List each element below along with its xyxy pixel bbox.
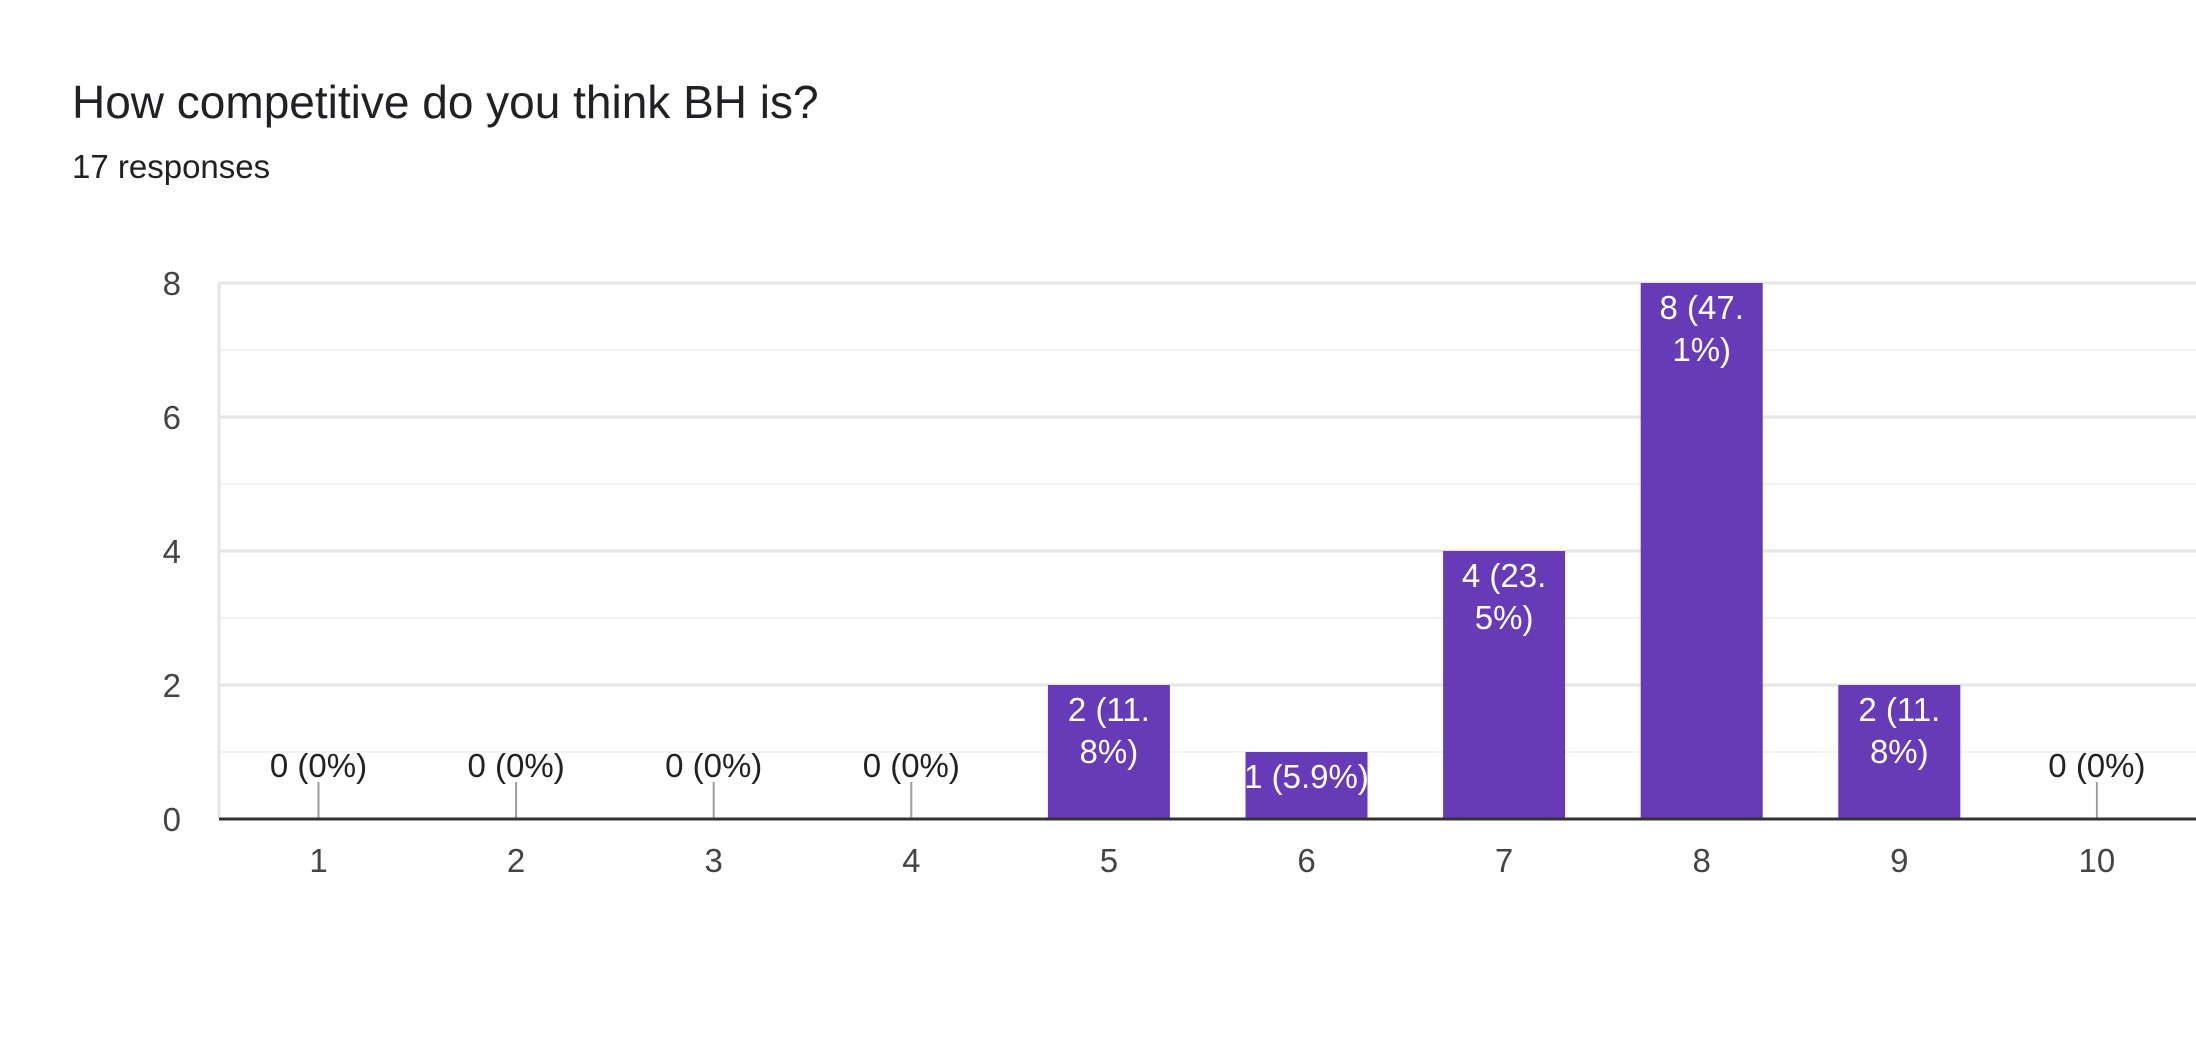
x-tick-label: 1 (309, 842, 327, 879)
x-tick-label: 3 (705, 842, 723, 879)
data-label: 1 (5.9%) (1244, 758, 1369, 795)
data-label: 0 (0%) (2048, 747, 2145, 784)
y-tick-label: 4 (163, 533, 181, 570)
x-tick-label: 7 (1495, 842, 1513, 879)
data-label: 8%) (1870, 733, 1929, 770)
data-label: 8%) (1080, 733, 1139, 770)
data-label: 0 (0%) (863, 747, 960, 784)
x-tick-label: 2 (507, 842, 525, 879)
data-label: 2 (11. (1068, 691, 1150, 728)
data-label: 4 (23. (1462, 557, 1546, 594)
y-tick-label: 0 (163, 801, 181, 838)
x-tick-label: 4 (902, 842, 920, 879)
bar-7 (1443, 551, 1566, 819)
y-tick-label: 8 (163, 265, 181, 302)
data-label: 0 (0%) (270, 747, 367, 784)
data-label: 5%) (1475, 599, 1534, 636)
chart-title: How competitive do you think BH is? (72, 76, 819, 128)
bar-6 (1245, 752, 1368, 819)
y-tick-label: 2 (163, 667, 181, 704)
x-tick-label: 9 (1890, 842, 1908, 879)
data-label: 0 (0%) (665, 747, 762, 784)
x-tick-label: 6 (1297, 842, 1315, 879)
data-label: 8 (47. (1660, 289, 1744, 326)
bar-5 (1047, 685, 1170, 819)
x-tick-label: 10 (2079, 842, 2116, 879)
x-tick-label: 8 (1693, 842, 1711, 879)
data-label: 2 (11. (1858, 691, 1940, 728)
y-tick-label: 6 (163, 399, 181, 436)
bar-8 (1640, 283, 1763, 819)
x-tick-label: 5 (1100, 842, 1118, 879)
data-label: 1%) (1672, 331, 1731, 368)
data-label: 0 (0%) (467, 747, 564, 784)
bar-9 (1838, 685, 1961, 819)
response-count: 17 responses (72, 148, 271, 185)
